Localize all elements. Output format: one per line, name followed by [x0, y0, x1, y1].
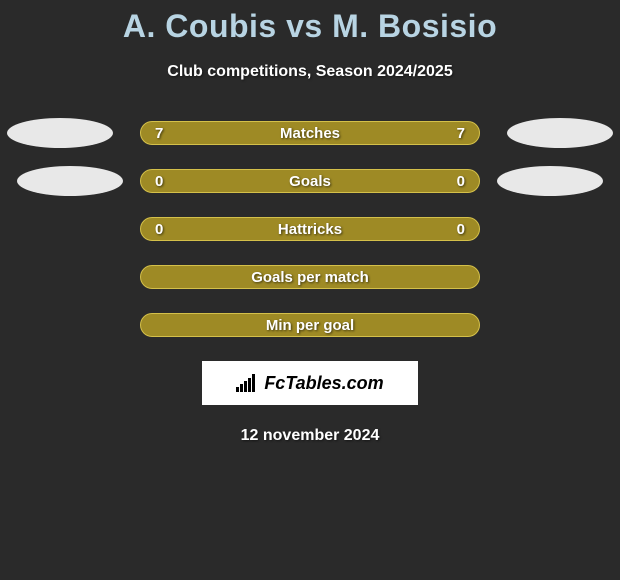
- stat-bar: 0 Hattricks 0: [140, 217, 480, 241]
- stat-value-right: 7: [457, 125, 465, 142]
- footer-logo: FcTables.com: [202, 361, 418, 405]
- stat-label: Goals: [289, 173, 331, 190]
- stat-row-min-per-goal: Min per goal: [0, 313, 620, 337]
- stat-value-left: 0: [155, 221, 163, 238]
- ellipse-left-icon: [17, 166, 123, 196]
- stat-value-right: 0: [457, 173, 465, 190]
- stat-value-left: 7: [155, 125, 163, 142]
- ellipse-left-icon: [7, 118, 113, 148]
- stat-bar: 0 Goals 0: [140, 169, 480, 193]
- stat-label: Hattricks: [278, 221, 342, 238]
- stat-bar: Min per goal: [140, 313, 480, 337]
- stat-row-matches: 7 Matches 7: [0, 121, 620, 145]
- stat-bar: Goals per match: [140, 265, 480, 289]
- page-subtitle: Club competitions, Season 2024/2025: [0, 63, 620, 81]
- stat-value-left: 0: [155, 173, 163, 190]
- stat-row-goals-per-match: Goals per match: [0, 265, 620, 289]
- stat-value-right: 0: [457, 221, 465, 238]
- stat-label: Goals per match: [251, 269, 369, 286]
- ellipse-right-icon: [497, 166, 603, 196]
- stat-label: Matches: [280, 125, 340, 142]
- footer-date: 12 november 2024: [0, 427, 620, 445]
- stat-bar: 7 Matches 7: [140, 121, 480, 145]
- stat-label: Min per goal: [266, 317, 354, 334]
- main-container: A. Coubis vs M. Bosisio Club competition…: [0, 0, 620, 445]
- stat-row-hattricks: 0 Hattricks 0: [0, 217, 620, 241]
- logo-text: FcTables.com: [264, 373, 383, 394]
- ellipse-right-icon: [507, 118, 613, 148]
- chart-icon: [236, 374, 258, 392]
- page-title: A. Coubis vs M. Bosisio: [0, 8, 620, 45]
- stat-row-goals: 0 Goals 0: [0, 169, 620, 193]
